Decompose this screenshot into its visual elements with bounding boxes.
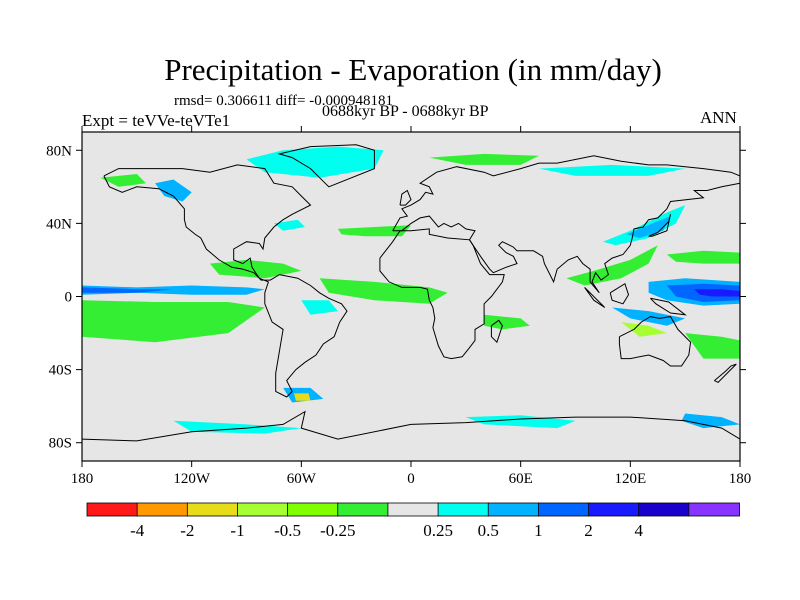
colorbar-swatch bbox=[136, 502, 189, 517]
coastline bbox=[277, 144, 375, 188]
lon-tick-label: 60W bbox=[287, 471, 317, 487]
lon-tick-label: 180 bbox=[729, 471, 752, 487]
coastlines bbox=[82, 144, 740, 442]
contour-layer bbox=[82, 146, 740, 434]
coastline bbox=[490, 319, 503, 344]
lat-tick-label: 80S bbox=[49, 436, 72, 452]
contour-patch bbox=[626, 216, 671, 238]
colorbar-swatch bbox=[186, 502, 239, 517]
colorbar-label: 1 bbox=[534, 521, 543, 540]
contour-patch bbox=[301, 300, 338, 315]
colorbar-label: 4 bbox=[634, 521, 643, 540]
contour-patch bbox=[621, 322, 667, 337]
coastline bbox=[618, 316, 692, 367]
contour-patch bbox=[566, 245, 658, 286]
colorbar-label: 0.5 bbox=[478, 521, 499, 540]
contour-patch bbox=[82, 287, 174, 293]
colorbar-label: -0.5 bbox=[274, 521, 301, 540]
coastline bbox=[650, 297, 687, 316]
contour-patch bbox=[337, 225, 411, 237]
experiment-label: Expt = teVVe-teVTe1 bbox=[82, 111, 231, 130]
lon-tick-label: 60E bbox=[509, 471, 533, 487]
period-label: 0688kyr BP - 0688kyr BP bbox=[322, 103, 489, 120]
lat-tick-label: 80N bbox=[46, 143, 72, 159]
season-label: ANN bbox=[700, 108, 737, 127]
coastline bbox=[648, 214, 671, 237]
contour-patch bbox=[82, 300, 265, 343]
coastline bbox=[714, 363, 737, 384]
lon-tick-label: 180 bbox=[71, 471, 94, 487]
colorbar-label: 2 bbox=[584, 521, 593, 540]
colorbar-swatch bbox=[86, 502, 139, 517]
colorbar: -4 -2 -1 -0.5 -0.25 0.25 0.5 1 2 4 bbox=[86, 502, 740, 540]
coastline bbox=[103, 164, 348, 398]
plot-title: Precipitation - Evaporation (in mm/day) bbox=[164, 52, 662, 87]
contour-patch bbox=[484, 314, 530, 330]
colorbar-swatch bbox=[287, 502, 339, 517]
contour-patch bbox=[319, 278, 448, 304]
lat-tick-label: 40S bbox=[49, 363, 72, 379]
lon-tick-label: 120E bbox=[614, 471, 646, 487]
colorbar-label: -2 bbox=[180, 521, 194, 540]
colorbar-swatch bbox=[437, 502, 490, 517]
contour-patch bbox=[666, 250, 740, 264]
coastline bbox=[584, 287, 606, 308]
stats-line: rmsd= 0.306611 diff= -0.000948181 bbox=[174, 93, 393, 109]
contour-patch bbox=[100, 174, 146, 187]
colorbar-swatch bbox=[387, 502, 439, 517]
contour-patch bbox=[273, 219, 305, 231]
coastline bbox=[609, 282, 630, 305]
coastline bbox=[82, 410, 740, 442]
colorbar-label: 0.25 bbox=[423, 521, 453, 540]
colorbar-swatch bbox=[588, 502, 640, 517]
contour-patch bbox=[685, 333, 740, 359]
coastline bbox=[392, 155, 740, 294]
colorbar-label: -0.25 bbox=[320, 521, 355, 540]
lat-tick-label: 40N bbox=[46, 216, 72, 232]
colorbar-label: -1 bbox=[230, 521, 244, 540]
lon-tick-label: 120W bbox=[173, 471, 211, 487]
lon-tick-label: 0 bbox=[407, 471, 415, 487]
contour-patch bbox=[294, 393, 311, 401]
axis-ticks: 80N 40N 0 40S 80S 180 120W 60W 0 60E 120E 180 bbox=[46, 126, 751, 487]
colorbar-swatch bbox=[487, 502, 540, 517]
colorbar-swatch bbox=[688, 502, 740, 517]
colorbar-swatch bbox=[638, 502, 690, 517]
contour-patch bbox=[209, 259, 302, 279]
contour-patch bbox=[612, 307, 686, 326]
colorbar-swatch bbox=[537, 502, 590, 517]
colorbar-swatch bbox=[237, 502, 289, 517]
coastline bbox=[379, 228, 505, 360]
lat-tick-label: 0 bbox=[65, 290, 73, 306]
colorbar-label: -4 bbox=[130, 521, 145, 540]
contour-patch bbox=[155, 179, 192, 202]
colorbar-swatch bbox=[337, 502, 389, 517]
contour-patch bbox=[429, 153, 539, 165]
contour-patch bbox=[681, 413, 740, 429]
contour-patch bbox=[538, 164, 686, 176]
coastline bbox=[399, 189, 412, 206]
contour-patch bbox=[694, 289, 740, 297]
